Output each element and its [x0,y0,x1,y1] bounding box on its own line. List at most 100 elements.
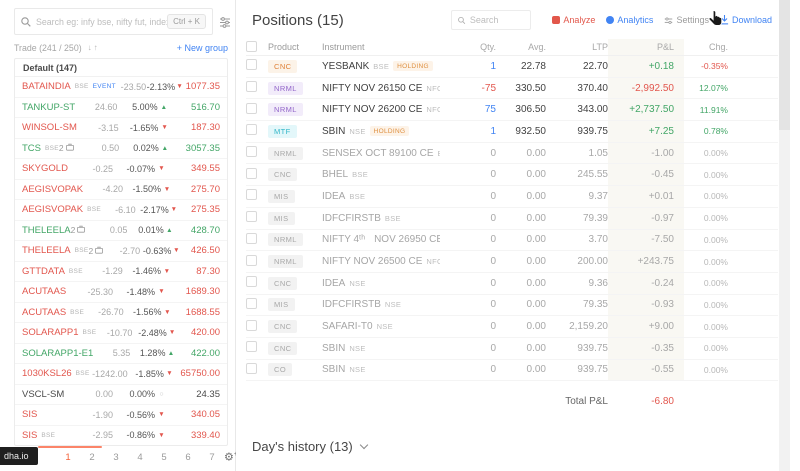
avg-value: 0.00 [526,299,546,311]
positions-search-input[interactable] [469,15,525,25]
watchlist-row[interactable]: THELEELA 2 0.05 0.01% ▲ 428.70 [15,221,227,241]
position-row[interactable]: MTF SBIN NSE HOLDING 1 932.50 939.75 +7.25 0.78% [246,121,778,143]
position-row[interactable]: CNC SBIN NSE 0 0.00 939.75 -0.35 0.00% [246,337,778,360]
new-group-button[interactable]: + New group [176,42,228,53]
watchlist-group-header[interactable]: Default (147) [15,59,227,77]
watchlist-row[interactable]: TANKUP-ST 24.60 5.00% ▲ 516.70 [15,98,227,118]
watchlist-row[interactable]: SIS -1.90 -0.56% ▼ 340.05 [15,405,227,426]
select-all-checkbox[interactable] [246,40,257,52]
watchlist-row[interactable]: SKYGOLD -0.25 -0.07% ▼ 349.55 [15,159,227,180]
page-5[interactable]: 5 [161,451,167,463]
change-percent: -2.48% [138,327,167,338]
search-input[interactable] [36,16,168,27]
row-checkbox[interactable] [246,362,257,374]
row-checkbox[interactable] [246,232,257,244]
product-badge: NRML [268,146,303,160]
avg-value: 0.00 [526,256,546,268]
ltp-value: 65750.00 [180,368,220,380]
position-row[interactable]: NRML SENSEX OCT 89100 CE BFO 0 0.00 1.05-1.00… [246,142,778,165]
watchlist-row[interactable]: SOLARAPP1 BSE -10.70 -2.48% ▼ 420.00 [15,323,227,344]
watchlist-row[interactable]: WINSOL-SM -3.15 -1.65% ▼ 187.30 [15,118,227,139]
page-7[interactable]: 7 [209,451,215,463]
trend-up-icon: ▲ [167,349,175,357]
page-2[interactable]: 2 [89,451,95,463]
position-row[interactable]: CNC BHEL BSE 0 0.00 245.55 -0.45 0.00% [246,164,778,187]
qty-value: 1 [490,60,496,72]
position-row[interactable]: NRML NIFTY NOV 26200 CENFO 75 306.50 343.00+… [246,99,778,122]
row-checkbox[interactable] [246,124,257,136]
row-checkbox[interactable] [246,167,257,179]
positions-rows: CNC YESBANK BSE HOLDING 1 22.78 22.70 +0.18 -0.3… [246,56,778,382]
instrument-name: SIS [22,409,38,421]
avg-value: 0.00 [526,212,546,224]
marketwatch-settings-icon[interactable] [219,15,231,33]
watchlist-row[interactable]: SOLARAPP1-E1 5.35 1.28% ▲ 422.00 [15,344,227,364]
position-row[interactable]: NRML NIFTY NOV 26150 CENFO -75 330.50 370.40… [246,77,778,100]
trend-up-icon: ▲ [160,103,168,111]
page-4[interactable]: 4 [137,451,143,463]
watchlist-row[interactable]: TCS BSE 2 0.50 0.02% ▲ 3057.35 [15,139,227,159]
position-row[interactable]: CNC YESBANK BSE HOLDING 1 22.78 22.70 +0.18 -0.3… [246,56,778,78]
change-percent: 0.02% [133,143,159,154]
row-checkbox[interactable] [246,254,257,266]
row-checkbox[interactable] [246,319,257,331]
days-history-toggle[interactable]: Day's history (13) [252,439,778,454]
marketwatch-gear-plus-icon[interactable]: ⚙+ [224,451,238,464]
instrument-name: IDEA [322,190,346,202]
instrument-name: SBIN [322,125,346,137]
row-checkbox[interactable] [246,59,257,71]
download-button[interactable]: Download [720,15,772,25]
settings-button[interactable]: Settings [664,15,709,25]
instrument-cell: SBIN NSE [322,364,440,375]
scrollbar[interactable] [779,0,790,471]
scrollbar-thumb[interactable] [779,0,790,130]
row-checkbox[interactable] [246,81,257,93]
row-checkbox[interactable] [246,102,257,114]
watchlist-row[interactable]: ACUTAAS -25.30 -1.48% ▼ 1689.30 [15,282,227,303]
instrument-name: IDEA [322,277,346,289]
position-row[interactable]: MIS IDFCFIRSTB NSE 0 0.00 79.35 -0.93 0.00% [246,294,778,317]
instrument-name: ACUTAAS [22,306,67,318]
row-checkbox[interactable] [246,189,257,201]
watchlist-row[interactable]: BATAINDIA BSE EVENT -23.50 -2.13% ▼ 1077.35 [15,77,227,98]
watchlist-row[interactable]: AEGISVOPAK -4.20 -1.50% ▼ 275.70 [15,180,227,200]
ltp-value: 939.75 [577,342,608,354]
analytics-button[interactable]: Analytics [606,15,653,25]
page-1[interactable]: 1 [65,451,71,463]
page-6[interactable]: 6 [185,451,191,463]
row-checkbox[interactable] [246,276,257,288]
exchange-label: BSE [373,61,390,71]
exchange-label: BFO [438,149,440,158]
instrument-search-box[interactable]: Ctrl + K [14,8,213,35]
sort-icons[interactable]: ↓↑ [87,43,100,52]
instrument-name: BATAINDIA [22,81,71,93]
change-percent: -1.56% [132,307,162,318]
settings-icon [665,17,673,24]
bse-tag: BSE [68,267,83,275]
page-3[interactable]: 3 [113,451,119,463]
watchlist-row[interactable]: VSCL-SM 0.00 0.00% ○ 24.35 [15,385,227,405]
row-checkbox[interactable] [246,146,257,158]
pnl-value: -0.93 [608,294,684,316]
position-row[interactable]: MIS IDEA BSE 0 0.00 9.37 +0.01 0.00% [246,186,778,208]
position-row[interactable]: CNC SAFARI-T0 NSE 0 0.00 2,159.20 +9.00 0.00% [246,316,778,338]
row-checkbox[interactable] [246,211,257,223]
analyze-button[interactable]: Analyze [552,15,595,25]
watchlist-row[interactable]: SIS BSE -2.95 -0.86% ▼ 339.40 [15,426,227,446]
position-row[interactable]: NRML NIFTY NOV 26500 CENFO 0 0.00 200.00+243… [246,251,778,273]
watchlist-row[interactable]: THELEELA BSE 2 -2.70 -0.63% ▼ 426.50 [15,241,227,262]
watchlist-row[interactable]: 1030KSL26 BSE -1242.00 -1.85% ▼ 65750.00 [15,364,227,385]
position-row[interactable]: MIS IDFCFIRSTB BSE 0 0.00 79.39 -0.97 0.00% [246,207,778,230]
watchlist-row[interactable]: ACUTAAS BSE -26.70 -1.56% ▼ 1688.55 [15,303,227,323]
ltp-value: 339.40 [190,429,220,441]
watchlist-row[interactable]: AEGISVOPAK BSE -6.10 -2.17% ▼ 275.35 [15,200,227,221]
row-checkbox[interactable] [246,341,257,353]
position-row[interactable]: CO SBIN NSE 0 0.00 939.75 -0.55 0.00% [246,359,778,382]
positions-search-box[interactable] [451,10,532,30]
position-row[interactable]: CNC IDEA NSE 0 0.00 9.36 -0.24 0.00% [246,272,778,295]
qty-value: -75 [481,82,496,94]
watchlist-row[interactable]: GTTDATA BSE -1.29 -1.46% ▼ 87.30 [15,262,227,282]
row-checkbox[interactable] [246,297,257,309]
exchange-label: NSE [349,126,366,136]
